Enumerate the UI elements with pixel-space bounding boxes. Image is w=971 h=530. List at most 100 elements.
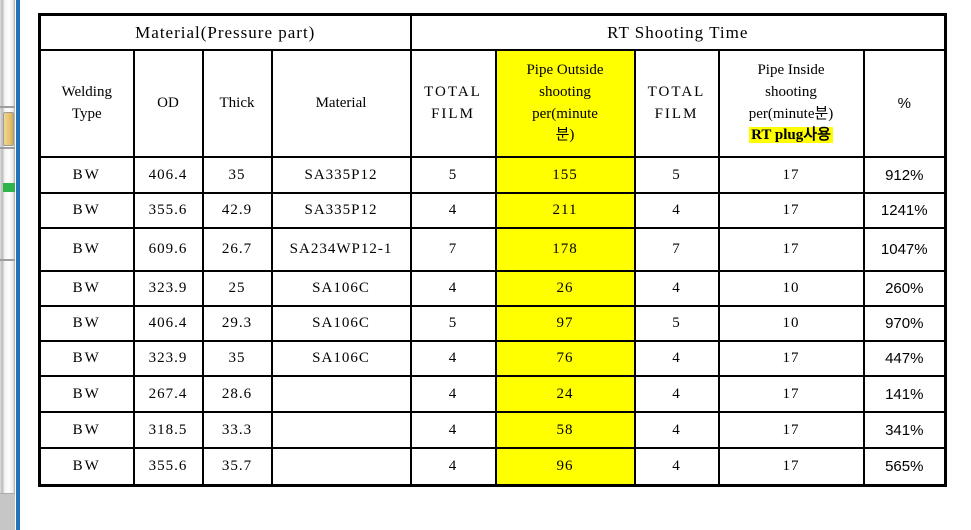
table-row: BW 318.5 33.3 4 58 4 17 341%	[38, 411, 947, 449]
col-header-inside-shooting-label: Pipe Inside shooting per(minute분)	[748, 62, 834, 122]
col-header-welding-type-label: Welding Type	[61, 83, 112, 122]
cell-thick: 28.6	[201, 375, 273, 413]
cell-total-film-1: 4	[409, 375, 497, 413]
cell-total-film-2: 4	[633, 270, 720, 307]
cell-welding-type: BW	[38, 340, 135, 377]
cell-material: SA106C	[270, 305, 412, 342]
cell-thick: 35	[201, 340, 273, 377]
cell-total-film-1: 4	[409, 340, 497, 377]
cell-inside-min: 10	[717, 305, 865, 342]
cell-outside-min: 155	[494, 156, 636, 194]
cell-outside-min: 211	[494, 192, 636, 229]
cell-outside-min: 178	[494, 227, 636, 272]
toolbar-button[interactable]	[3, 112, 14, 146]
cell-outside-min: 76	[494, 340, 636, 377]
cell-inside-min: 17	[717, 375, 865, 413]
cell-total-film-2: 4	[633, 447, 720, 486]
table-row: BW 406.4 35 SA335P12 5 155 5 17 912%	[38, 156, 947, 194]
cell-percent: 912%	[862, 156, 947, 194]
col-header-total-film-1-label: TOTAL FILM	[424, 83, 482, 122]
cell-total-film-1: 7	[409, 227, 497, 272]
rt-shooting-table: Material(Pressure part) RT Shooting Time…	[38, 13, 948, 487]
cell-total-film-2: 4	[633, 340, 720, 377]
window-edge-divider	[16, 0, 20, 530]
table-row: BW 323.9 35 SA106C 4 76 4 17 447%	[38, 340, 947, 377]
col-header-welding-type: Welding Type	[38, 49, 135, 158]
col-header-percent: %	[862, 49, 947, 158]
cell-od: 406.4	[132, 156, 204, 194]
cell-od: 609.6	[132, 227, 204, 272]
rt-plug-highlight: RT plug사용	[749, 127, 833, 144]
group-header-rt-shooting-time: RT Shooting Time	[409, 13, 947, 51]
cell-welding-type: BW	[38, 156, 135, 194]
cell-thick: 26.7	[201, 227, 273, 272]
cell-od: 406.4	[132, 305, 204, 342]
col-header-outside-shooting: Pipe Outside shooting per(minute 분)	[494, 49, 636, 158]
group-header-row: Material(Pressure part) RT Shooting Time	[38, 13, 947, 51]
cell-outside-min: 26	[494, 270, 636, 307]
col-header-thick: Thick	[201, 49, 273, 158]
cell-inside-min: 17	[717, 447, 865, 486]
cell-total-film-2: 4	[633, 375, 720, 413]
cell-inside-min: 17	[717, 340, 865, 377]
cell-outside-min: 96	[494, 447, 636, 486]
cell-inside-min: 17	[717, 227, 865, 272]
cell-od: 318.5	[132, 411, 204, 449]
cell-percent: 1241%	[862, 192, 947, 229]
left-toolbar-strip	[0, 0, 15, 530]
cell-welding-type: BW	[38, 192, 135, 229]
cell-thick: 35.7	[201, 447, 273, 486]
col-header-total-film-2-label: TOTAL FILM	[647, 83, 706, 122]
cell-welding-type: BW	[38, 227, 135, 272]
col-header-inside-shooting: Pipe Inside shooting per(minute분) RT plu…	[717, 49, 865, 158]
cell-total-film-2: 5	[633, 305, 720, 342]
cell-percent: 970%	[862, 305, 947, 342]
cell-outside-min: 97	[494, 305, 636, 342]
cell-od: 323.9	[132, 340, 204, 377]
strip-divider	[0, 147, 15, 149]
cell-od: 355.6	[132, 447, 204, 486]
cell-od: 355.6	[132, 192, 204, 229]
col-header-total-film-2: TOTAL FILM	[633, 49, 720, 158]
cell-thick: 35	[201, 156, 273, 194]
table-row: BW 355.6 35.7 4 96 4 17 565%	[38, 447, 947, 486]
cell-welding-type: BW	[38, 411, 135, 449]
cell-welding-type: BW	[38, 270, 135, 307]
cell-percent: 141%	[862, 375, 947, 413]
cell-inside-min: 17	[717, 156, 865, 194]
strip-bottom	[0, 493, 15, 530]
cell-total-film-1: 4	[409, 411, 497, 449]
table-row: BW 406.4 29.3 SA106C 5 97 5 10 970%	[38, 305, 947, 342]
cell-material: SA234WP12-1	[270, 227, 412, 272]
cell-thick: 25	[201, 270, 273, 307]
group-header-material: Material(Pressure part)	[38, 13, 412, 51]
cell-welding-type: BW	[38, 447, 135, 486]
cell-inside-min: 10	[717, 270, 865, 307]
cell-total-film-1: 4	[409, 192, 497, 229]
col-header-material: Material	[270, 49, 412, 158]
column-header-row: Welding Type OD Thick Material TOTAL FIL…	[38, 49, 947, 158]
cell-od: 323.9	[132, 270, 204, 307]
cell-material: SA106C	[270, 270, 412, 307]
cell-welding-type: BW	[38, 375, 135, 413]
cell-outside-min: 24	[494, 375, 636, 413]
strip-divider	[0, 259, 15, 261]
cell-material: SA106C	[270, 340, 412, 377]
cell-welding-type: BW	[38, 305, 135, 342]
cell-percent: 565%	[862, 447, 947, 486]
cell-inside-min: 17	[717, 192, 865, 229]
cell-material	[270, 447, 412, 486]
cell-thick: 42.9	[201, 192, 273, 229]
cell-thick: 33.3	[201, 411, 273, 449]
cell-total-film-2: 4	[633, 411, 720, 449]
cell-total-film-1: 5	[409, 305, 497, 342]
cell-material: SA335P12	[270, 156, 412, 194]
cell-material	[270, 375, 412, 413]
col-header-od: OD	[132, 49, 204, 158]
table-row: BW 267.4 28.6 4 24 4 17 141%	[38, 375, 947, 413]
cell-od: 267.4	[132, 375, 204, 413]
green-indicator	[3, 183, 15, 192]
table-row: BW 609.6 26.7 SA234WP12-1 7 178 7 17 104…	[38, 227, 947, 272]
cell-total-film-2: 5	[633, 156, 720, 194]
